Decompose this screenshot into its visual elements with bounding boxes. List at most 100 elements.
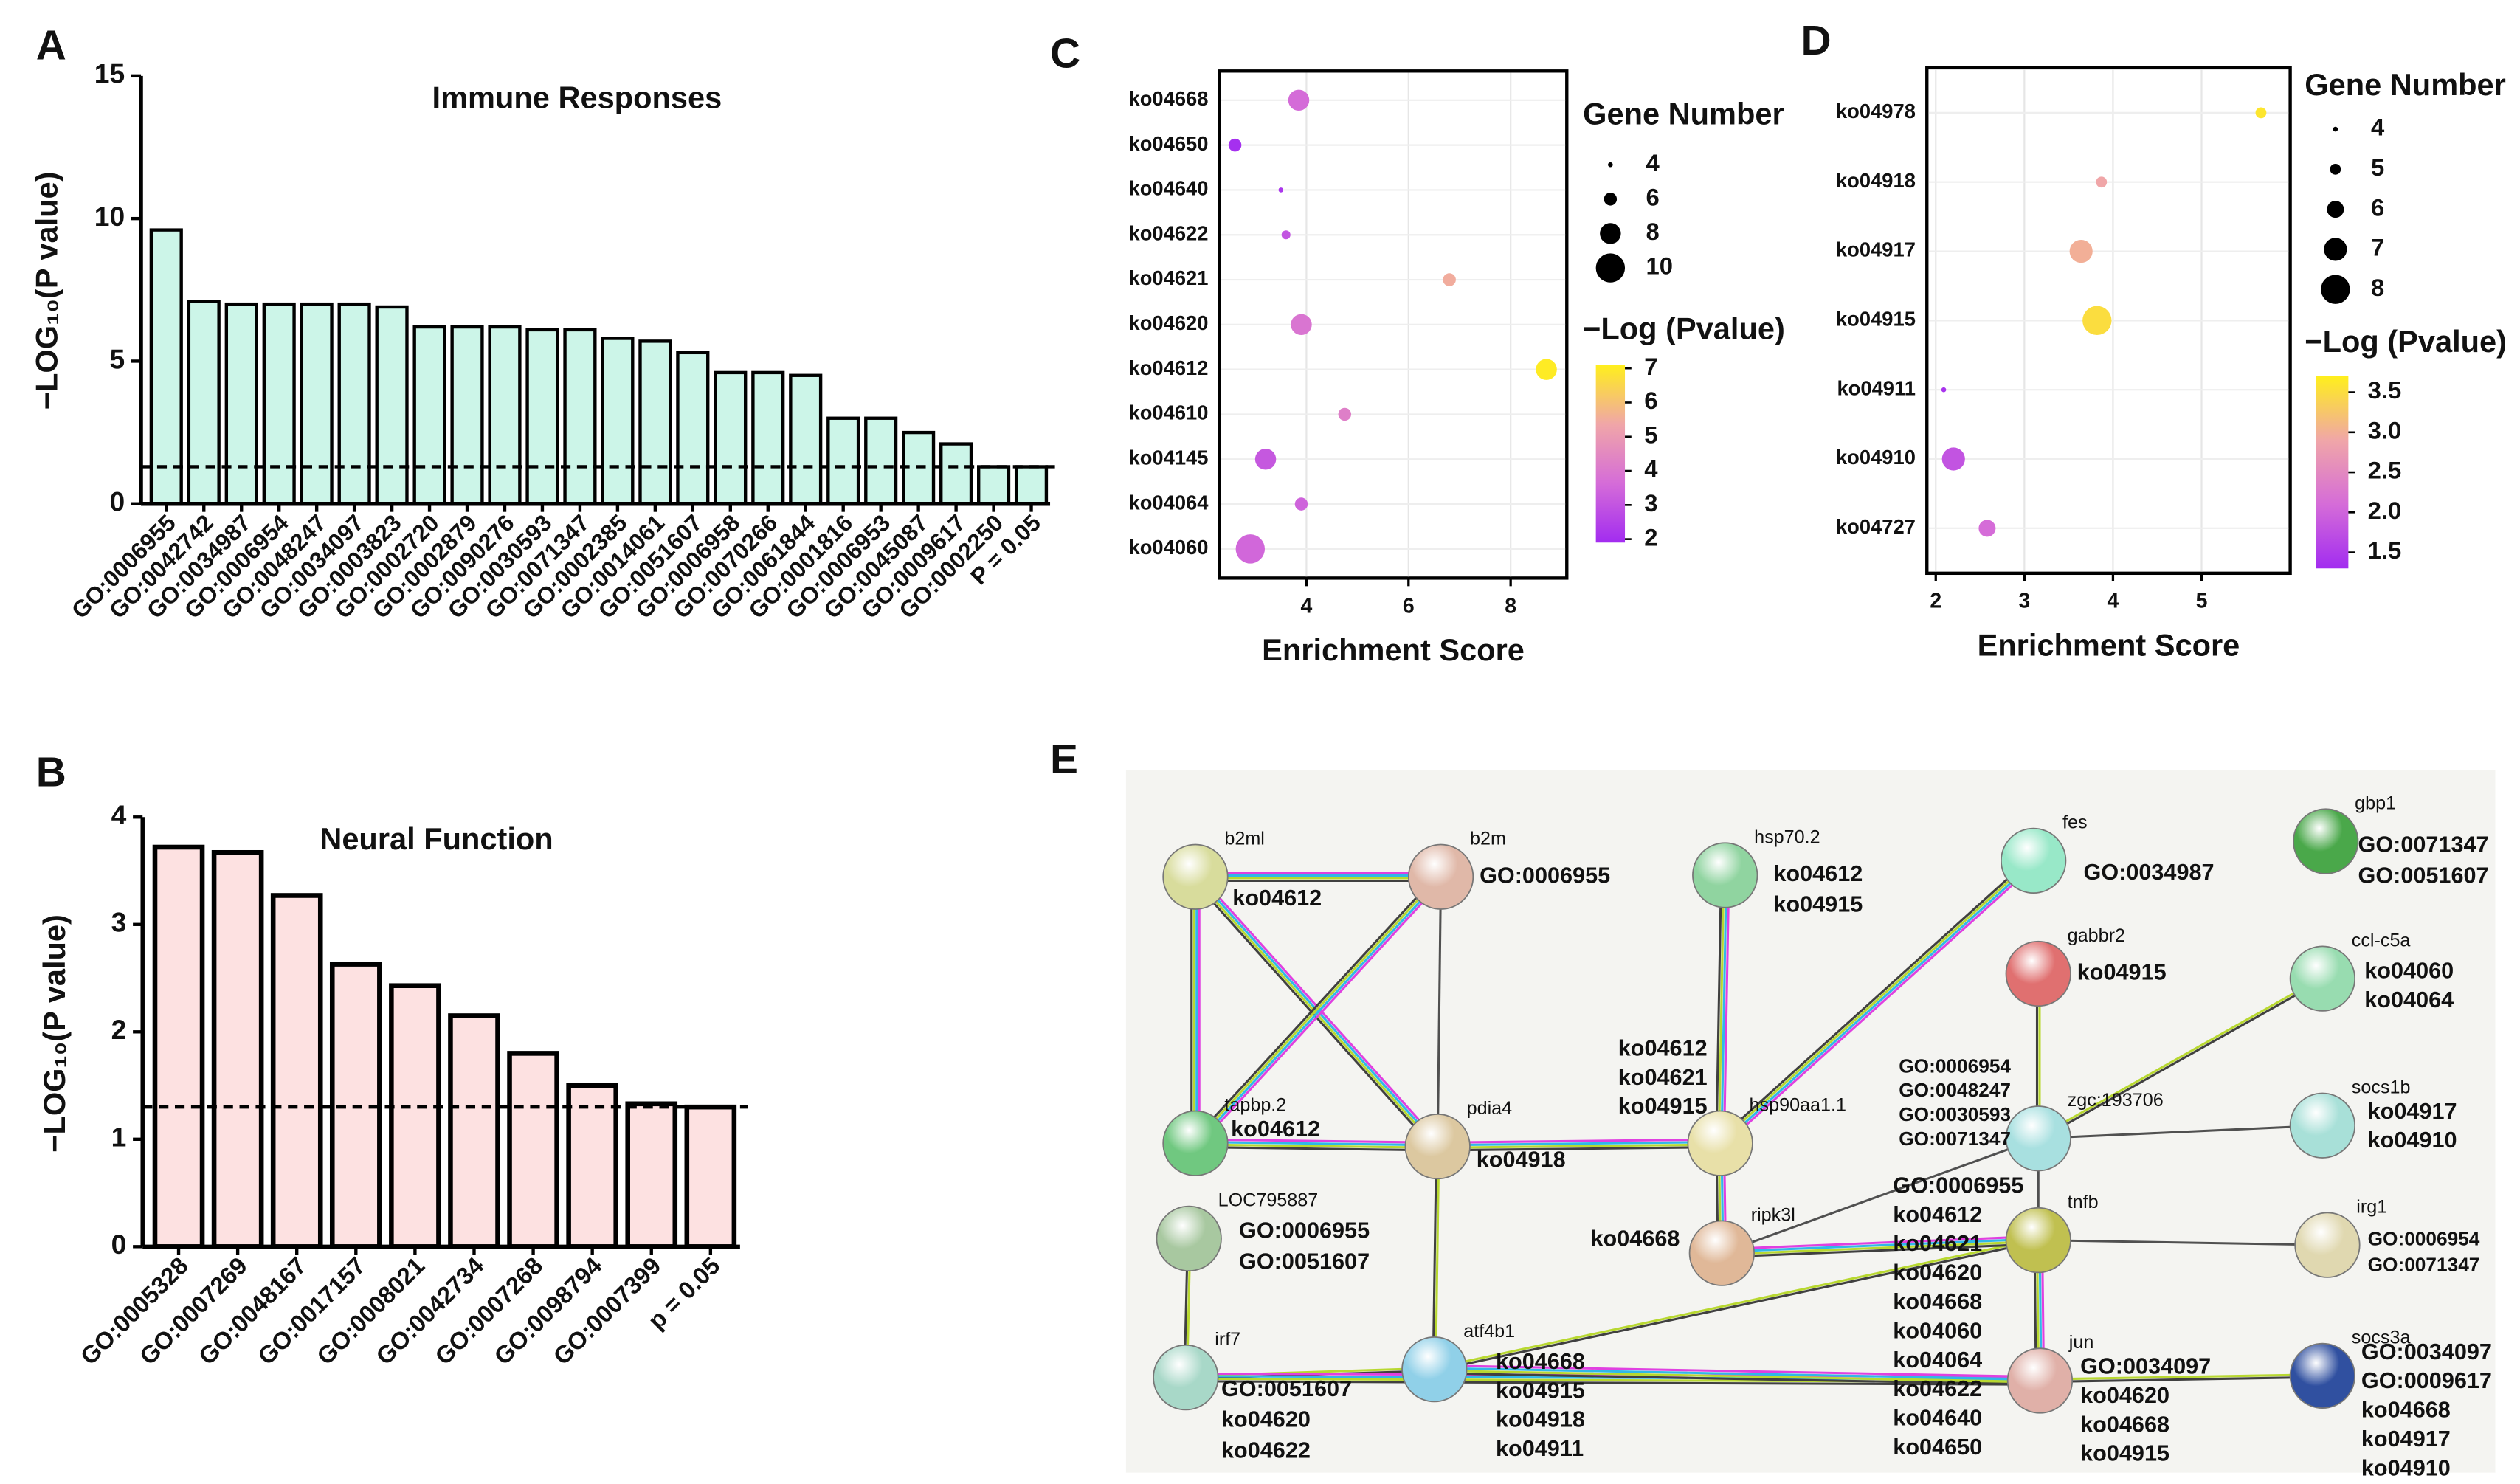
node-label: ripk3l — [1751, 1204, 1795, 1225]
size-legend-label: 10 — [1646, 252, 1673, 280]
node-label: zgc:193706 — [2068, 1090, 2164, 1111]
network-node — [2293, 808, 2359, 874]
bar — [826, 416, 860, 505]
network-node — [1162, 843, 1229, 910]
network-edge — [1722, 875, 1730, 1144]
chart-title: Neural Function — [320, 821, 553, 856]
size-legend-title: Gene Number — [1583, 97, 1784, 131]
node-annotation: ko04060 — [2364, 958, 2454, 983]
node-label: socs3a — [2352, 1328, 2411, 1348]
network-node — [2289, 1342, 2356, 1409]
node-annotation: ko04621 — [1618, 1065, 1708, 1090]
node-annotation: GO:0006955 — [1239, 1218, 1370, 1243]
x-tick-label: 2 — [1930, 590, 1941, 613]
network-edge — [2038, 1239, 2327, 1246]
network-node — [2005, 940, 2071, 1007]
colorbar-tick-label: 2.0 — [2368, 497, 2402, 524]
colorbar-tick-label: 3.0 — [2368, 416, 2402, 444]
network-edge — [1716, 857, 2032, 1142]
node-annotation: GO:0051607 — [1239, 1249, 1370, 1274]
bar — [939, 442, 973, 505]
x-tick-label: 8 — [1505, 594, 1516, 618]
y-tick-label: ko04910 — [1836, 446, 1916, 469]
bar — [684, 1104, 737, 1249]
node-annotation: GO:0048247 — [1899, 1079, 2011, 1101]
color-legend-title: −Log (Pvalue) — [2305, 324, 2507, 359]
network-edge — [1432, 1146, 1437, 1370]
bar — [714, 370, 748, 505]
bar — [224, 302, 258, 505]
colorbar — [1595, 365, 1626, 543]
y-tick-label: ko04915 — [1836, 308, 1916, 331]
network-edge — [1722, 1240, 2039, 1256]
size-legend-marker — [1600, 223, 1621, 244]
y-axis-label: −LOG₁₀(P value) — [37, 914, 72, 1153]
panel-letter: C — [1050, 30, 1080, 77]
y-tick-label: ko04668 — [1129, 87, 1209, 110]
bar — [450, 325, 484, 505]
node-annotation: ko04915 — [2077, 960, 2167, 985]
size-legend-title: Gene Number — [2305, 67, 2506, 102]
network-edge — [1195, 1138, 1438, 1144]
y-tick-label: ko04064 — [1129, 491, 1209, 514]
node-annotation: ko04622 — [1221, 1438, 1311, 1463]
node-annotation: GO:0034097 — [2080, 1354, 2211, 1379]
node-annotation: ko04915 — [1773, 892, 1863, 917]
network-background — [1125, 770, 2496, 1473]
x-axis-label: Enrichment Score — [1978, 627, 2240, 662]
node-annotation: ko04650 — [1893, 1435, 1982, 1460]
bar — [676, 351, 710, 505]
node-annotation: ko04915 — [1496, 1378, 1585, 1403]
bubble — [1291, 314, 1312, 336]
network-edge — [1715, 874, 1722, 1144]
y-tick-label: 3 — [111, 907, 127, 938]
network-edge — [1721, 1137, 2039, 1255]
x-tick-label: 5 — [2196, 590, 2208, 613]
size-legend-label: 7 — [2371, 234, 2384, 261]
bar — [448, 1013, 500, 1249]
node-annotation: ko04668 — [2080, 1412, 2169, 1437]
network-edge — [1195, 875, 1440, 1147]
network-edge — [1191, 873, 1439, 1142]
colorbar-tick-label: 7 — [1644, 353, 1657, 380]
node-label: b2m — [1470, 829, 1506, 849]
bubble — [1941, 387, 1947, 393]
network-node — [1401, 1336, 1468, 1403]
bar — [337, 302, 371, 505]
network-node — [2005, 1105, 2071, 1172]
bar — [525, 328, 559, 505]
network-node — [2006, 1347, 2074, 1414]
bubble — [1978, 520, 1996, 537]
colorbar-tick-label: 3 — [1644, 489, 1657, 517]
node-annotation: ko04060 — [1893, 1318, 1982, 1343]
network-node — [1692, 842, 1758, 908]
node-annotation: ko04620 — [1221, 1407, 1311, 1432]
node-annotation: GO:0034097 — [2361, 1339, 2492, 1364]
node-label: pdia4 — [1467, 1098, 1513, 1119]
network-node — [2289, 1092, 2356, 1159]
size-legend-marker — [2327, 201, 2344, 218]
colorbar-tick-label: 5 — [1644, 421, 1657, 448]
network-edge — [2040, 1373, 2323, 1381]
node-annotation: ko04918 — [1477, 1147, 1566, 1172]
bar — [638, 339, 672, 505]
y-tick-label: 15 — [94, 58, 125, 89]
panel-letter: B — [36, 748, 66, 796]
y-tick-label: ko04622 — [1129, 221, 1209, 244]
bar — [211, 849, 264, 1249]
bubble — [2096, 176, 2108, 188]
bar — [389, 983, 441, 1249]
node-annotation: GO:0030593 — [1899, 1103, 2011, 1125]
node-annotation: GO:0034987 — [2084, 860, 2215, 885]
network-edge — [1434, 1238, 2039, 1370]
bar — [488, 325, 522, 505]
node-annotation: GO:0071347 — [2358, 832, 2489, 857]
x-tick-label: 6 — [1403, 594, 1415, 618]
colorbar-tick-label: 3.5 — [2368, 376, 2402, 404]
node-annotation: ko04612 — [1893, 1202, 1982, 1227]
network-edge — [1434, 1369, 2040, 1384]
bubble — [1338, 407, 1352, 421]
bar — [751, 370, 785, 505]
network-edge — [1434, 1367, 2040, 1381]
bubble — [1228, 138, 1242, 152]
